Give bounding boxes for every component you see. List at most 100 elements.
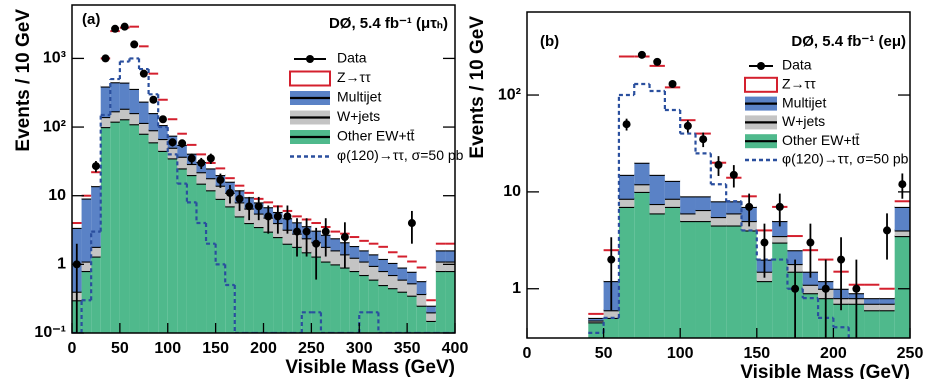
data-point <box>254 202 263 211</box>
plot-area <box>588 50 910 338</box>
stack-segment <box>72 223 82 228</box>
stack-segment <box>680 213 696 222</box>
stack-segment <box>330 231 341 239</box>
stack-segment <box>634 191 650 338</box>
stack-segment <box>148 130 159 143</box>
stack-segment <box>359 261 369 275</box>
stack-segment <box>186 144 197 154</box>
stack-segment <box>100 127 111 333</box>
stack-segment <box>81 195 92 199</box>
stack-segment <box>177 156 187 169</box>
stack-segment <box>397 267 408 280</box>
stack-segment <box>387 262 398 275</box>
data-point <box>293 227 302 236</box>
stack-segment <box>349 257 360 272</box>
data-point <box>714 160 723 169</box>
data-point <box>149 95 158 104</box>
stack-segment <box>879 303 895 311</box>
data-point <box>821 284 830 293</box>
stack-segment <box>311 256 321 333</box>
stack-segment <box>618 206 635 338</box>
data-point <box>883 226 892 235</box>
stack-segment <box>426 300 436 306</box>
stack-segment <box>894 201 910 207</box>
stack-segment <box>119 108 130 120</box>
stack-segment <box>618 174 635 199</box>
x-tick-label: 100 <box>154 340 181 357</box>
stack-segment <box>311 223 321 231</box>
stack-segment <box>445 271 455 333</box>
stack-segment <box>618 56 635 175</box>
legend-label: Data <box>337 50 367 66</box>
stack-segment <box>680 120 696 197</box>
stack-segment <box>416 281 427 294</box>
data-point <box>245 202 254 211</box>
y-tick-label: 10² <box>43 118 66 135</box>
data-point <box>187 154 196 163</box>
stack-segment <box>81 198 92 262</box>
stack-segment <box>110 121 120 333</box>
stack-segment <box>695 196 711 211</box>
stack-segment <box>139 122 149 134</box>
data-point <box>101 54 110 63</box>
stack-segment <box>879 288 895 299</box>
stack-segment <box>756 281 773 338</box>
legend-swatch <box>289 70 331 87</box>
data-point <box>168 138 177 147</box>
x-tick-label: 250 <box>298 340 325 357</box>
stack-segment <box>301 252 312 333</box>
data-point <box>273 212 282 221</box>
stack-segment <box>435 271 446 333</box>
data-point <box>729 170 738 179</box>
stack-segment <box>864 310 880 338</box>
y-tick-label: 10³ <box>43 50 66 67</box>
stack-segment <box>802 284 819 294</box>
data-point <box>637 50 646 59</box>
stack-segment <box>129 124 140 333</box>
stack-segment <box>741 230 757 338</box>
stack-segment <box>772 242 788 338</box>
stack-segment <box>81 271 92 333</box>
stack-segment <box>787 250 803 265</box>
stack-segment <box>100 86 111 118</box>
stack-segment <box>695 221 711 338</box>
panel-label: (b) <box>540 33 559 50</box>
stack-segment <box>349 246 360 258</box>
stack-segment <box>416 293 427 306</box>
stack-segment <box>253 227 264 333</box>
stack-segment <box>119 82 130 109</box>
stack-segment <box>894 230 910 237</box>
stack-segment <box>100 58 111 87</box>
stack-segment <box>603 317 619 338</box>
stack-segment <box>273 237 283 333</box>
stack-segment <box>787 236 803 251</box>
stack-segment <box>407 271 417 284</box>
data-point <box>264 212 273 221</box>
y-tick-label: 1 <box>512 280 521 297</box>
stack-segment <box>378 285 388 333</box>
stack-segment <box>91 172 101 187</box>
legend-label: Data <box>782 57 812 73</box>
stack-segment <box>894 236 910 338</box>
stack-segment <box>833 303 849 338</box>
stack-segment <box>359 274 369 333</box>
stack-segment <box>215 168 226 176</box>
stack-segment <box>864 284 880 299</box>
stack-segment <box>407 295 417 333</box>
x-tick-label: 150 <box>202 340 229 357</box>
data-point <box>216 175 225 184</box>
stack-segment <box>129 26 140 89</box>
stack-segment <box>225 178 235 182</box>
stack-segment <box>435 250 446 262</box>
stack-segment <box>368 265 379 280</box>
x-tick-label: 200 <box>820 345 847 362</box>
plot-frame <box>526 11 911 339</box>
data-point <box>321 227 330 236</box>
y-tick-label: 1 <box>57 256 66 273</box>
stack-segment <box>330 250 341 265</box>
stack-segment <box>618 198 635 207</box>
stack-segment <box>368 243 379 255</box>
stack-segment <box>91 186 101 247</box>
stack-segment <box>435 261 446 272</box>
stack-segment <box>894 206 910 231</box>
